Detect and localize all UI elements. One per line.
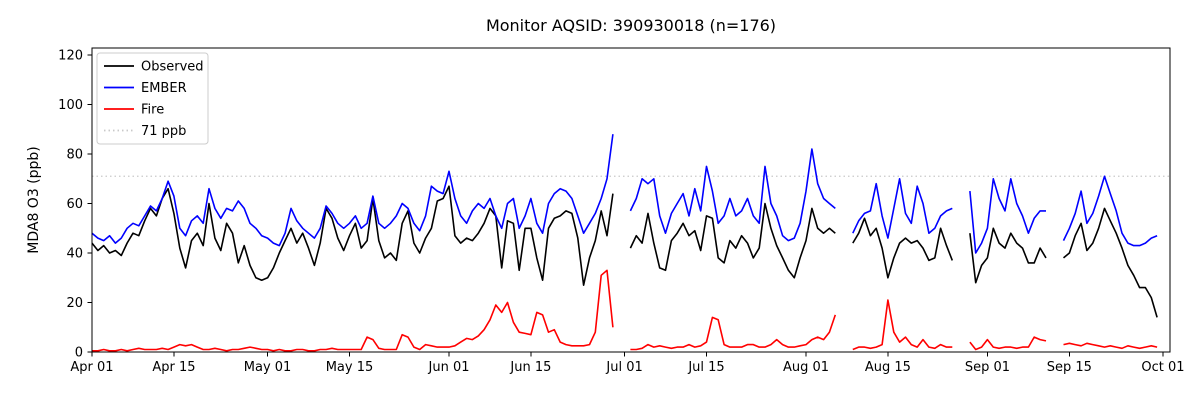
series-line-fire [969,336,1047,351]
y-tick-label: 20 [66,296,83,311]
series-line-ember [629,148,836,242]
x-tick-label: Apr 01 [70,360,113,375]
series-line-fire [630,314,837,351]
series-line-ember [852,178,953,239]
x-tick-label: Sep 15 [1047,360,1092,375]
y-tick-label: 60 [66,197,83,212]
legend-label-observed: Observed [141,60,204,75]
x-tick-label: Jul 15 [687,360,724,375]
legend-box [96,52,209,145]
y-tick-label: 120 [58,49,83,64]
y-tick-label: 80 [66,148,83,163]
x-tick-label: Jun 01 [428,360,470,375]
series-line-observed [852,217,954,279]
x-axis: Apr 01 Apr 15 May 01 May 15 Jun 01 Jun 15 Jul … [70,352,1185,375]
series-line-observed [969,227,1047,284]
x-tick-label: Oct 01 [1141,360,1184,375]
series-lines-layer [91,134,1158,352]
x-tick-label: Aug 01 [783,360,829,375]
x-tick-label: Sep 01 [965,360,1010,375]
y-tick-label: 100 [58,98,83,113]
y-tick-label: 40 [66,247,83,262]
legend-label-ember: EMBER [141,81,187,96]
plot-area [92,48,1170,352]
legend-label-fire: Fire [141,103,164,118]
y-axis: 0 20 40 60 80 100 120 [58,49,92,361]
series-line-observed [1062,207,1158,318]
y-tick-label: 0 [75,346,83,361]
chart-title: Monitor AQSID: 390930018 (n=176) [486,16,776,35]
series-line-fire [1063,342,1158,350]
x-tick-label: Jun 15 [509,360,551,375]
x-tick-label: Apr 15 [152,360,195,375]
series-line-fire [92,269,614,352]
series-line-observed [91,185,614,287]
x-tick-label: Aug 15 [865,360,911,375]
series-line-ember [91,134,614,247]
series-line-observed [629,202,836,279]
series-line-ember [969,178,1046,254]
legend-label-71-ppb: 71 ppb [141,124,186,139]
series-line-ember [1062,175,1158,247]
legend: Observed EMBER Fire 71 ppb [96,52,209,145]
x-tick-label: May 15 [326,360,374,375]
x-tick-label: May 01 [244,360,292,375]
y-axis-label: MDA8 O3 (ppb) [26,146,42,254]
series-line-fire [852,299,953,351]
axes-frame [91,47,1171,353]
x-tick-label: Jul 01 [605,360,642,375]
